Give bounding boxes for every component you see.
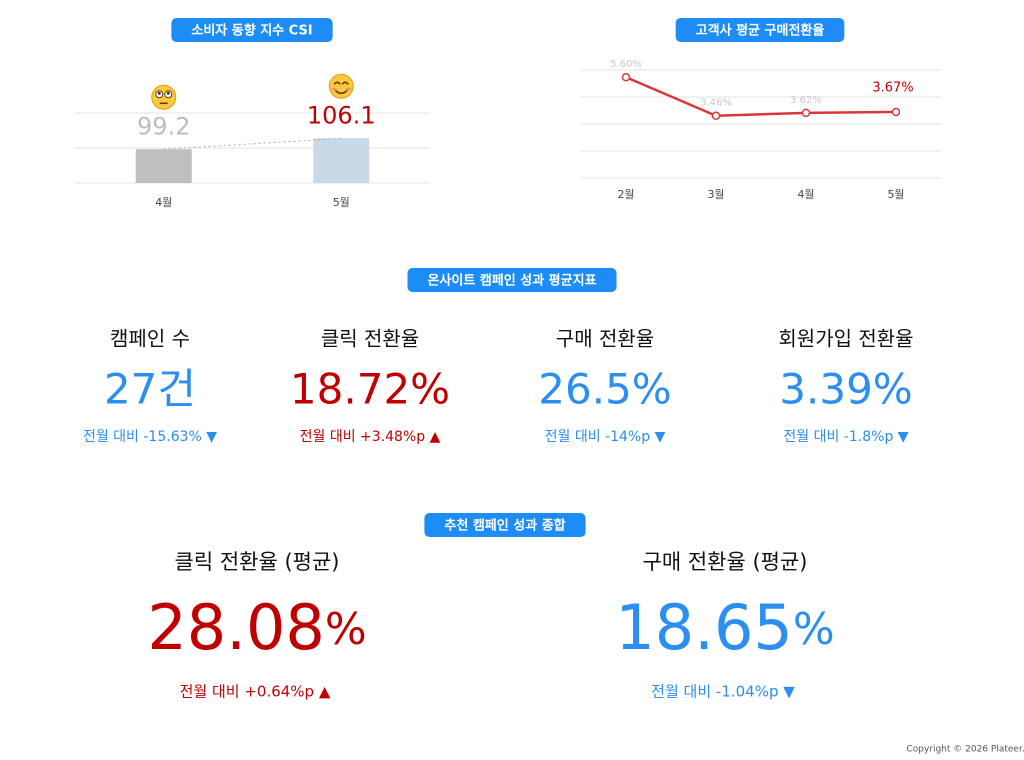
kpi-change: 전월 대비 +3.48%p ▲ [300, 429, 441, 445]
value-label: 106.1 [307, 101, 376, 129]
section-pill: 추천 캠페인 성과 종합 [424, 513, 586, 537]
section-pill: 고객사 평균 구매전환율 [675, 18, 845, 42]
value-label: 5.60% [610, 59, 642, 70]
value-label: 3.67% [872, 80, 913, 95]
kpi-value: 28.08% [147, 591, 366, 664]
x-tick-label: 2월 [617, 188, 634, 201]
kpi-value: 18.72% [290, 365, 450, 414]
kpi-value: 26.5% [538, 365, 671, 414]
pill-title: 소비자 동향 지수 CSI [191, 23, 312, 39]
kpi-change: 전월 대비 -14%p ▼ [545, 429, 666, 445]
kpi-value: 3.39% [779, 365, 912, 414]
pill-bg [424, 513, 586, 537]
kpi-change: 전월 대비 -15.63% ▼ [83, 429, 217, 445]
section-pill: 소비자 동향 지수 CSI [171, 18, 333, 42]
kpi-label: 회원가입 전환율 [778, 327, 913, 351]
pill-title: 추천 캠페인 성과 종합 [444, 518, 565, 534]
x-tick-label: 4월 [155, 196, 172, 209]
pupil [166, 91, 170, 95]
kpi-number: 18.65 [615, 591, 793, 664]
pupil [157, 91, 161, 95]
eye [333, 81, 349, 85]
kpi-unit: % [325, 604, 367, 655]
kpi-label: 구매 전환율 (평균) [643, 550, 808, 574]
value-label: 3.46% [700, 98, 732, 109]
cheek [331, 87, 337, 91]
value-label: 3.62% [790, 95, 822, 106]
value-label: 99.2 [137, 112, 190, 140]
point [621, 72, 631, 82]
cheek [345, 87, 351, 91]
bar [135, 149, 192, 183]
pill-bg [171, 18, 333, 42]
kpi-change: 전월 대비 +0.64%p ▲ [180, 683, 331, 701]
mouth [334, 89, 348, 95]
kpi-value: 27건 [104, 365, 196, 414]
pill-bg [407, 268, 617, 292]
point [801, 108, 811, 118]
kpi-label: 구매 전환율 [556, 327, 654, 351]
point [711, 111, 721, 120]
line [625, 76, 897, 117]
footer: Copyright © 2026 Plateer. All Rights Res… [906, 745, 1024, 755]
bar [313, 138, 370, 183]
kpi-value: 18.65% [615, 591, 834, 664]
x-tick-label: 5월 [333, 196, 350, 209]
kpi-number: 28.08 [147, 591, 325, 664]
pill-bg [675, 18, 845, 42]
x-tick-label: 5월 [887, 188, 904, 201]
pill-title: 온사이트 캠페인 성과 평균지표 [427, 273, 596, 289]
emoji-face [151, 84, 177, 110]
x-tick-label: 3월 [707, 188, 724, 201]
face [328, 73, 354, 99]
kpi-unit: % [793, 604, 835, 655]
kpi-change: 전월 대비 -1.04%p ▼ [651, 683, 795, 701]
emoji-face [328, 73, 354, 99]
x-tick-label: 4월 [797, 188, 814, 201]
point [891, 107, 901, 117]
section-pill: 온사이트 캠페인 성과 평균지표 [407, 268, 617, 292]
pill-title: 고객사 평균 구매전환율 [696, 23, 825, 39]
kpi-label: 캠페인 수 [110, 327, 190, 351]
kpi-change: 전월 대비 -1.8%p ▼ [783, 429, 908, 445]
kpi-label: 클릭 전환율 (평균) [175, 550, 340, 574]
kpi-label: 클릭 전환율 [321, 327, 419, 351]
face [151, 84, 177, 110]
